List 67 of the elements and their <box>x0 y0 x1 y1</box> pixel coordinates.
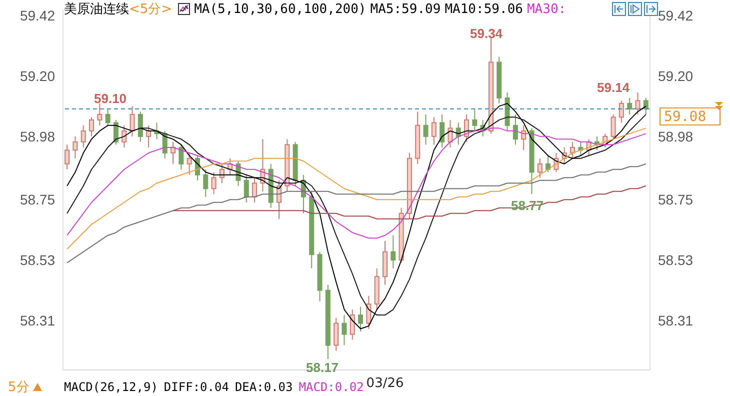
chart-subtitle: <5分> <box>129 1 172 18</box>
y-tick-label: 58.31 <box>20 312 56 329</box>
candlestick <box>350 309 355 340</box>
y2-tick-label: 58.31 <box>658 312 694 329</box>
y2-tick-label: 58.98 <box>658 128 694 144</box>
candlestick <box>122 124 127 148</box>
candlestick <box>178 144 184 170</box>
candlestick <box>334 317 339 352</box>
annotation: 59.14 <box>597 80 630 95</box>
candlestick <box>252 177 258 203</box>
candlestick <box>203 168 208 198</box>
annotation: 58.17 <box>306 360 339 375</box>
annotation: MA10:59.06 <box>444 2 523 16</box>
y2-tick-label: 59.42 <box>658 7 694 24</box>
y-tick-label: 58.98 <box>20 128 56 144</box>
candlestick <box>64 144 70 170</box>
candlestick <box>610 114 616 140</box>
y2-tick-label: 59.20 <box>658 68 694 84</box>
annotation: 59.34 <box>470 26 503 41</box>
candlestick <box>342 314 347 346</box>
annotation: MA5:59.09 <box>370 2 441 16</box>
candlestick <box>512 114 518 146</box>
annotation: MA(5,10,30,60,100,200) <box>194 2 366 16</box>
candlestick <box>627 97 632 115</box>
candlestick <box>643 97 648 115</box>
y2-tick-label: 58.53 <box>658 252 694 268</box>
candlestick <box>138 111 143 142</box>
y-tick-label: 59.20 <box>20 68 56 84</box>
text: 5分 <box>8 379 30 396</box>
candlestick <box>72 136 78 159</box>
ref-line-label: 59.08 <box>664 108 706 125</box>
candlestick <box>146 124 152 148</box>
candlestick <box>431 116 436 146</box>
chart-title: 美原油连续 <box>64 1 129 18</box>
x-tick-label: 03/26 <box>366 376 404 392</box>
candlestick <box>635 92 640 115</box>
annotation: MA30: <box>526 2 566 16</box>
candlestick <box>448 119 453 148</box>
candlestick <box>472 108 478 132</box>
candlestick <box>537 158 542 178</box>
line-series <box>66 163 646 264</box>
annotation: 59.10 <box>94 91 127 106</box>
candlestick <box>570 141 576 159</box>
text: MACD(26,12,9) <box>64 380 158 394</box>
candlestick <box>105 108 110 126</box>
y-tick-label: 58.53 <box>20 252 56 268</box>
candlestick <box>211 172 216 195</box>
text: DEA:0.03 <box>234 380 293 394</box>
candlestick <box>440 114 445 148</box>
candlestick <box>130 106 135 137</box>
candlestick <box>618 100 624 124</box>
candlestick <box>423 114 428 146</box>
candlestick <box>546 155 551 173</box>
candlestick <box>366 295 372 330</box>
line-series <box>172 185 646 220</box>
candlestick <box>244 174 249 203</box>
candlestick <box>390 234 396 269</box>
candlestick <box>186 152 192 176</box>
candlestick <box>358 306 364 332</box>
text: DIFF:0.04 <box>164 380 229 394</box>
text: MACD:0.02 <box>298 380 364 394</box>
y2-tick-label: 58.75 <box>658 192 694 208</box>
candlestick <box>80 124 86 148</box>
candlestick <box>88 116 94 137</box>
y-tick-label: 59.42 <box>20 7 56 24</box>
y-tick-label: 58.75 <box>20 192 56 208</box>
candlestick <box>97 102 102 126</box>
